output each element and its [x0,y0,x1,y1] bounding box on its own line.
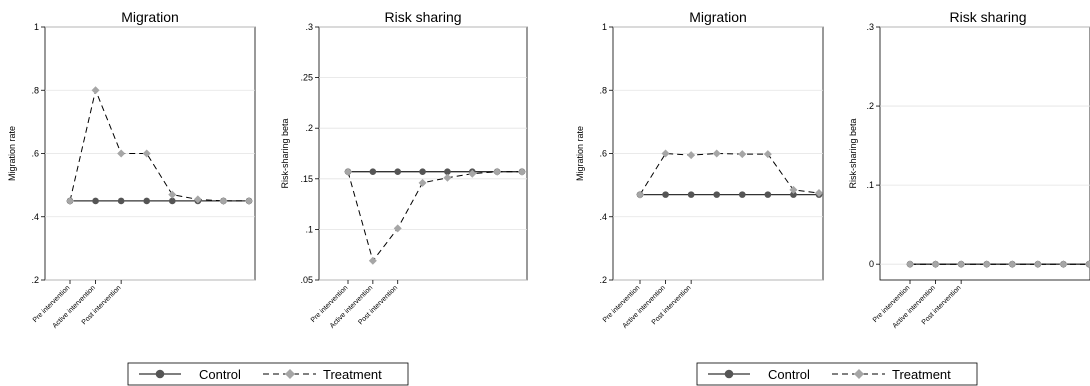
treatment-point [493,167,502,176]
chart-title: Risk sharing [384,9,461,25]
treatment-point [789,185,798,194]
treatment-series-line [639,152,820,195]
treatment-point [117,149,126,158]
legend-treatment-label: Treatment [892,367,951,382]
treatment-point [518,167,526,176]
control-point [369,168,377,176]
treatment-point [418,178,427,187]
y-tick-label: .3 [866,22,874,32]
treatment-point [66,196,74,205]
y-tick-label: .6 [599,149,607,159]
legend-control-label: Control [199,367,241,382]
legend-control-marker [155,369,165,379]
treatment-point [1085,260,1090,269]
y-tick-label: .8 [31,85,39,95]
legend-treatment-label: Treatment [323,367,382,382]
treatment-point [982,260,991,269]
y-tick-label: .6 [31,149,39,159]
x-tick-label: Active intervention [329,284,374,329]
y-axis-label: Migration rate [575,126,585,181]
treatment-point [687,151,696,160]
legend-control-marker [724,369,734,379]
treatment-point [468,169,477,178]
treatment-point [763,150,772,159]
legend-left: Control Treatment [127,362,409,386]
treatment-point [393,224,402,233]
treatment-point [931,260,940,269]
treatment-point [738,150,747,159]
y-tick-label: .2 [31,275,39,285]
control-point [117,197,125,205]
y-tick-label: .1 [305,224,313,234]
chart-title: Migration [689,9,747,25]
control-point [444,168,451,176]
control-point [419,168,426,176]
treatment-point [815,189,823,198]
treatment-point [344,167,352,176]
control-point [790,191,797,198]
y-tick-label: .2 [866,101,874,111]
treatment-point [712,149,721,158]
y-axis-label: Risk-sharing beta [848,118,858,188]
y-axis-label: Migration rate [7,126,17,181]
y-tick-label: .2 [599,275,607,285]
plot-frame [318,26,528,281]
y-tick-label: .25 [300,73,313,83]
y-tick-label: 1 [602,22,607,32]
y-tick-label: .05 [300,275,313,285]
chart-title: Migration [121,9,179,25]
treatment-point [1059,260,1068,269]
legend-treatment-marker [285,369,295,379]
y-tick-label: .1 [866,180,874,190]
treatment-series-line [69,88,249,202]
treatment-point [636,190,644,199]
legend-right: Control Treatment [696,362,978,386]
treatment-point [219,196,228,205]
treatment-point [443,173,452,182]
legend-treatment-marker [854,369,864,379]
y-tick-label: 1 [34,22,39,32]
y-tick-label: 0 [869,259,874,269]
control-point [92,197,99,205]
y-tick-label: .3 [305,22,313,32]
y-tick-label: .15 [300,174,313,184]
control-point [168,197,176,205]
treatment-point [168,190,177,199]
control-point [662,191,669,198]
treatment-point [1008,260,1017,269]
control-point [143,197,151,205]
y-tick-label: .4 [599,212,607,222]
chart-title: Risk sharing [949,9,1026,25]
treatment-point [906,260,914,269]
legend-control-label: Control [768,367,810,382]
treatment-point [193,195,202,204]
treatment-point [957,260,966,269]
control-point [713,191,721,198]
y-axis-label: Risk-sharing beta [280,118,290,188]
treatment-point [91,86,100,95]
y-tick-label: .8 [599,85,607,95]
control-point [738,191,746,198]
treatment-point [1033,260,1042,269]
y-tick-label: .4 [31,212,39,222]
y-tick-label: .2 [305,123,313,133]
treatment-point [142,149,151,158]
treatment-point [245,196,253,205]
treatment-point [368,256,377,265]
control-point [687,191,695,198]
control-point [394,168,402,176]
control-point [764,191,772,198]
treatment-point [661,149,670,158]
plot-frame [879,26,1090,281]
